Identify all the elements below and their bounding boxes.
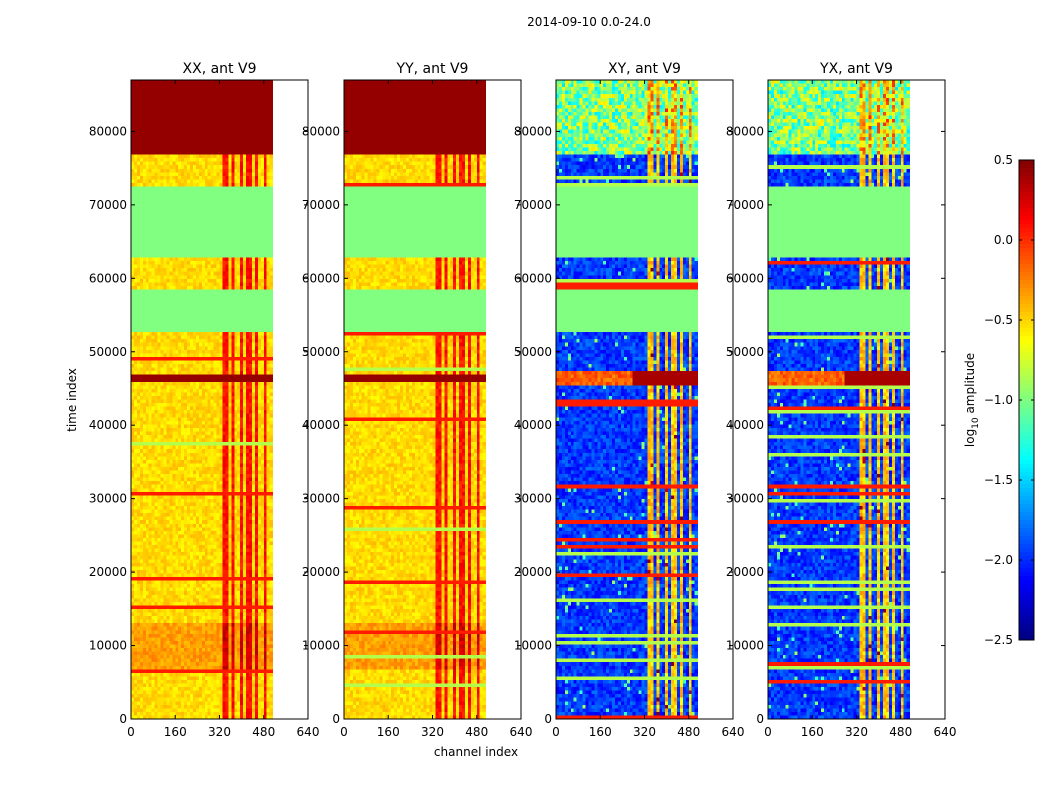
x-tick-label: 320	[845, 725, 868, 739]
panels-group: XX, ant V9 0 160 320 480 640 0 10000 20000 30000 4…	[89, 61, 957, 739]
y-tick-label: 10000	[726, 639, 764, 653]
colorbar-label-log: log	[963, 429, 977, 447]
y-tick-label: 10000	[302, 639, 340, 653]
x-axis-label: channel index	[434, 745, 518, 759]
y-tick-label: 80000	[514, 124, 552, 138]
y-tick-label: 50000	[726, 345, 764, 359]
y-tick-label: 70000	[302, 198, 340, 212]
figure-title: 2014-09-10 0.0-24.0	[527, 15, 651, 29]
y-tick-label: 60000	[726, 271, 764, 285]
y-tick-label: 20000	[302, 565, 340, 579]
x-tick-label: 0	[340, 725, 348, 739]
y-tick-label: 80000	[89, 124, 127, 138]
y-tick-label: 30000	[514, 492, 552, 506]
colorbar-label: log10 amplitude	[963, 353, 981, 447]
x-tick-label: 480	[465, 725, 488, 739]
y-tick-label: 60000	[89, 271, 127, 285]
x-tick-label: 320	[633, 725, 656, 739]
panel-4: YX, ant V9 0 160 320 480 640 0 10000 20000 30000 4…	[726, 61, 957, 739]
y-tick-label: 30000	[726, 492, 764, 506]
y-tick-label: 40000	[302, 418, 340, 432]
panel-2: YY, ant V9 0 160 320 480 640 0 10000 20000 30000 4…	[302, 61, 533, 739]
y-tick-label: 30000	[302, 492, 340, 506]
x-tick-label: 0	[552, 725, 560, 739]
y-tick-label: 40000	[726, 418, 764, 432]
panel-title: XY, ant V9	[608, 61, 681, 77]
y-tick-label: 70000	[514, 198, 552, 212]
x-tick-label: 0	[764, 725, 772, 739]
colorbar-tick-label: −1.5	[984, 473, 1013, 487]
y-tick-label: 50000	[514, 345, 552, 359]
heatmap-image	[556, 80, 698, 719]
y-tick-label: 70000	[726, 198, 764, 212]
panel-title: YY, ant V9	[396, 61, 469, 77]
y-tick-label: 50000	[302, 345, 340, 359]
x-tick-label: 160	[589, 725, 612, 739]
colorbar-label-sub: 10	[971, 417, 981, 429]
x-tick-label: 640	[297, 725, 320, 739]
y-tick-label: 0	[544, 712, 552, 726]
y-tick-label: 80000	[726, 124, 764, 138]
y-tick-label: 10000	[89, 639, 127, 653]
figure: 2014-09-10 0.0-24.0 XX, ant V9 0 160 320 480…	[0, 0, 1050, 800]
colorbar-tick-label: −0.5	[984, 313, 1013, 327]
panel-title: XX, ant V9	[183, 61, 257, 77]
colorbar: 0.5 0.0 −0.5 −1.0 −1.5 −2.0 −2.5 log10 amplitud…	[963, 153, 1034, 647]
y-tick-label: 0	[756, 712, 764, 726]
colorbar-label-rest: amplitude	[963, 353, 977, 417]
y-tick-label: 0	[119, 712, 127, 726]
y-tick-label: 70000	[89, 198, 127, 212]
y-axis-label: time index	[65, 368, 79, 432]
x-tick-label: 480	[677, 725, 700, 739]
x-tick-label: 480	[252, 725, 275, 739]
panel-3: XY, ant V9 0 160 320 480 640 0 10000 20000 30000 4…	[514, 61, 745, 739]
x-tick-label: 640	[510, 725, 533, 739]
y-tick-label: 50000	[89, 345, 127, 359]
y-tick-label: 60000	[302, 271, 340, 285]
y-tick-label: 60000	[514, 271, 552, 285]
panel-1: XX, ant V9 0 160 320 480 640 0 10000 20000 30000 4…	[89, 61, 320, 739]
colorbar-tick-label: −1.0	[984, 393, 1013, 407]
x-tick-label: 640	[722, 725, 745, 739]
y-tick-label: 20000	[726, 565, 764, 579]
y-tick-label: 30000	[89, 492, 127, 506]
y-tick-label: 0	[332, 712, 340, 726]
y-tick-label: 20000	[89, 565, 127, 579]
heatmap-image	[131, 80, 273, 719]
heatmap-image	[344, 80, 486, 719]
x-tick-label: 480	[889, 725, 912, 739]
y-tick-label: 10000	[514, 639, 552, 653]
x-tick-label: 320	[421, 725, 444, 739]
colorbar-tick-label: −2.5	[984, 633, 1013, 647]
x-tick-label: 320	[208, 725, 231, 739]
x-tick-label: 640	[934, 725, 957, 739]
x-tick-label: 160	[801, 725, 824, 739]
y-tick-label: 40000	[89, 418, 127, 432]
colorbar-tick-label: 0.5	[994, 153, 1013, 167]
x-tick-label: 0	[127, 725, 135, 739]
colorbar-tick-label: 0.0	[994, 233, 1013, 247]
y-tick-label: 20000	[514, 565, 552, 579]
x-tick-label: 160	[377, 725, 400, 739]
y-tick-label: 40000	[514, 418, 552, 432]
y-tick-label: 80000	[302, 124, 340, 138]
x-tick-label: 160	[164, 725, 187, 739]
heatmap-image	[768, 80, 910, 719]
colorbar-tick-label: −2.0	[984, 553, 1013, 567]
panel-title: YX, ant V9	[819, 61, 893, 77]
